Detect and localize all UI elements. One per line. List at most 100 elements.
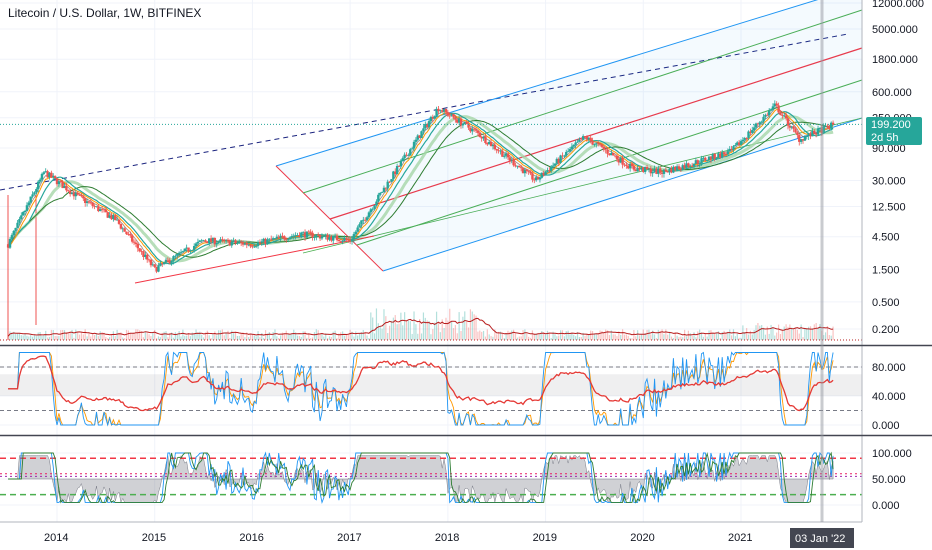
candle-body: [580, 139, 583, 141]
volume-bar: [682, 337, 684, 340]
time-tick-label: 2017: [337, 532, 361, 544]
candle-body: [144, 254, 147, 257]
candle-body: [531, 173, 534, 180]
volume-bar: [60, 330, 62, 340]
volume-bar: [413, 311, 415, 340]
candle-body: [613, 155, 617, 157]
volume-bar: [385, 316, 387, 340]
candle-body: [247, 244, 250, 246]
candle-body: [439, 110, 442, 112]
candle-body: [288, 237, 292, 240]
candle-body: [828, 126, 831, 129]
candle-body: [497, 150, 500, 152]
candle-body: [482, 136, 485, 139]
candle-body: [657, 168, 660, 174]
candle-body: [95, 206, 98, 208]
candle-body: [478, 132, 482, 137]
volume-bar: [13, 331, 15, 340]
volume-bar: [625, 334, 627, 340]
candle-body: [548, 170, 551, 171]
svg-text:03 Jan '22: 03 Jan '22: [795, 533, 845, 545]
volume-bar: [503, 338, 505, 340]
volume-bar: [486, 329, 488, 340]
candle-body: [102, 209, 106, 211]
candle-body: [70, 192, 74, 195]
candle-body: [527, 170, 530, 172]
candle-body: [183, 248, 186, 252]
volume-bar: [809, 326, 812, 340]
candle-body: [97, 206, 100, 212]
candle-body: [704, 157, 707, 161]
candle-body: [316, 234, 320, 236]
candle-body: [249, 244, 252, 247]
stochastic-pane[interactable]: [0, 451, 862, 504]
candle-body: [771, 106, 775, 110]
candle-body: [811, 130, 814, 137]
volume-bar: [65, 332, 67, 340]
candle-body: [604, 149, 607, 151]
candle-body: [640, 167, 643, 170]
candle-body: [37, 181, 40, 190]
candle-body: [570, 146, 574, 150]
volume-bar: [793, 329, 795, 340]
volume-bar: [133, 332, 135, 340]
volume-bar: [704, 333, 706, 340]
candle-body: [360, 220, 363, 225]
rsi-band: [0, 374, 862, 396]
candle-body: [352, 234, 356, 240]
candle-body: [559, 155, 562, 163]
candle-body: [822, 126, 825, 134]
volume-bar: [35, 336, 37, 340]
candle-body: [499, 150, 502, 152]
volume-bar: [90, 336, 92, 340]
volume-bar: [522, 330, 524, 340]
candle-body: [546, 170, 549, 172]
volume-bar: [670, 336, 673, 340]
candle-body: [493, 144, 497, 150]
volume-bar: [163, 331, 165, 340]
candle-body: [516, 165, 519, 167]
volume-bar: [576, 331, 579, 340]
volume-bar: [772, 328, 774, 340]
volume-bar: [97, 336, 99, 340]
volume-bar: [492, 336, 494, 340]
volume-bar: [195, 329, 197, 340]
candle-body: [52, 176, 55, 178]
volume-bar: [479, 330, 481, 340]
volume-bar: [415, 324, 417, 340]
volume-bar: [178, 331, 180, 340]
candle-body: [788, 125, 792, 128]
volume-bar: [110, 334, 113, 340]
volume-bar: [159, 337, 161, 340]
candle-body: [367, 212, 371, 218]
candle-body: [756, 123, 760, 125]
volume-bar: [524, 329, 526, 340]
candle-body: [59, 181, 62, 182]
volume-bar: [513, 329, 515, 340]
candle-body: [739, 141, 743, 145]
rsi-pane[interactable]: [0, 351, 862, 427]
candle-body: [185, 247, 188, 249]
volume-bar: [779, 334, 782, 340]
volume-bar: [330, 337, 332, 340]
volume-bar: [7, 336, 9, 340]
volume-bar: [229, 337, 231, 340]
volume-bar: [543, 332, 545, 340]
volume-bar: [552, 331, 554, 340]
candle-body: [595, 143, 598, 145]
candle-body: [350, 239, 354, 242]
last-price-badge: 199.200 2d 5h: [866, 117, 922, 145]
volume-bar: [637, 330, 639, 340]
candle-body: [162, 262, 166, 265]
candle-body: [818, 128, 822, 130]
volume-bar: [781, 329, 783, 340]
volume-bar: [186, 335, 188, 340]
candle-body: [600, 144, 604, 147]
candle-body: [369, 209, 373, 213]
candle-body: [743, 138, 746, 140]
candle-body: [585, 136, 589, 140]
volume-bar: [646, 329, 648, 340]
price-candles: [0, 100, 862, 274]
volume-bar: [78, 334, 81, 340]
